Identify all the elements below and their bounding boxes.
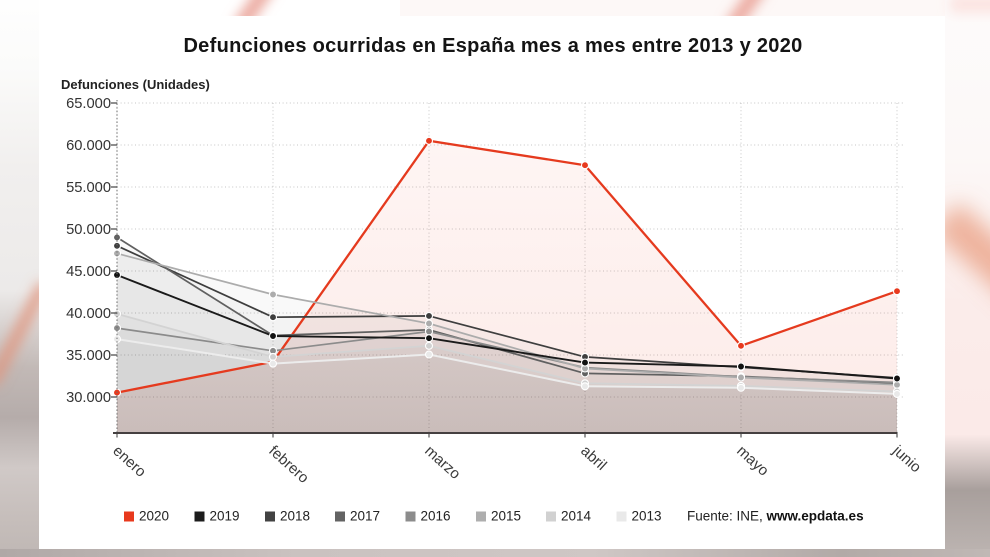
svg-text:Fuente: INE, www.epdata.es: Fuente: INE, www.epdata.es [687,509,864,524]
svg-text:2013: 2013 [632,509,662,524]
svg-text:55.000: 55.000 [66,180,111,196]
svg-text:Defunciones (Unidades): Defunciones (Unidades) [61,77,210,92]
svg-text:2017: 2017 [350,509,380,524]
svg-text:65.000: 65.000 [66,96,111,112]
svg-text:2020: 2020 [139,509,169,524]
svg-text:2016: 2016 [421,509,451,524]
svg-text:60.000: 60.000 [66,138,111,154]
svg-text:2015: 2015 [491,509,521,524]
svg-text:2014: 2014 [561,509,592,524]
svg-text:40.000: 40.000 [66,306,111,322]
svg-text:30.000: 30.000 [66,390,111,406]
svg-text:50.000: 50.000 [66,222,111,238]
svg-text:35.000: 35.000 [66,348,111,364]
svg-text:45.000: 45.000 [66,264,111,280]
svg-text:2019: 2019 [210,509,240,524]
svg-text:Defunciones ocurridas en Españ: Defunciones ocurridas en España mes a me… [183,35,802,57]
svg-text:2018: 2018 [280,509,310,524]
